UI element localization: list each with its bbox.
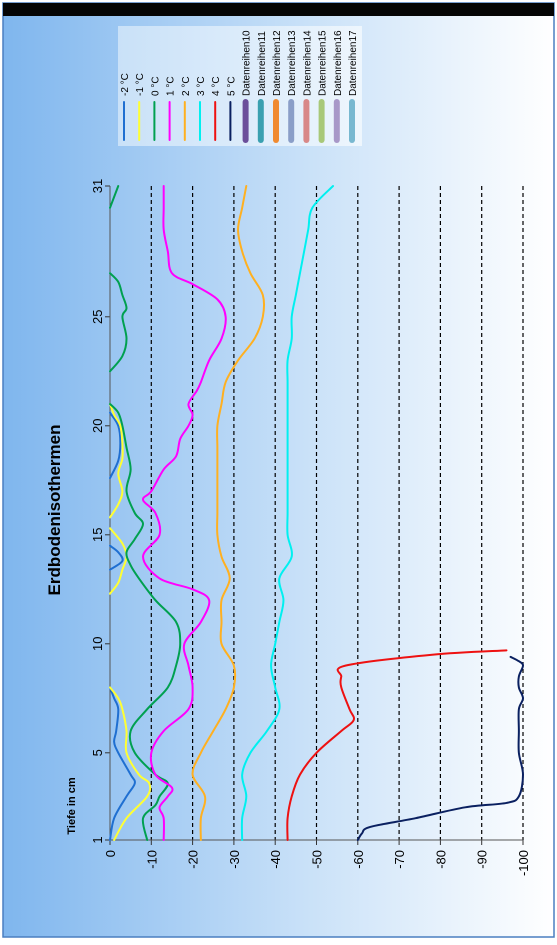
y-tick-label: -30 — [227, 850, 242, 869]
series-line-3-c — [240, 185, 335, 841]
legend-label: 4 °C — [211, 76, 222, 96]
legend-label: -2 °C — [120, 73, 131, 96]
series-line-2-c — [109, 411, 122, 480]
series-line-0-c — [109, 403, 182, 841]
series-line-1-c — [109, 527, 128, 595]
y-tick-label: -90 — [475, 850, 490, 869]
series-line-5-c — [356, 655, 524, 841]
chart-title: Erdbodenisothermen — [45, 425, 64, 596]
y-tick-label: -10 — [144, 850, 159, 869]
x-tick-label: 1 — [90, 836, 105, 843]
y-tick-label: -40 — [268, 850, 283, 869]
legend-label: Datenreihen12 — [272, 30, 283, 96]
x-tick-label: 5 — [90, 749, 105, 756]
legend-label: Datenreihen14 — [302, 30, 313, 96]
y-tick-label: -20 — [186, 850, 201, 869]
series-line-0-c — [109, 185, 120, 209]
legend-label: Datenreihen16 — [333, 30, 344, 96]
y-tick-label: -70 — [392, 850, 407, 869]
x-tick-label: 15 — [90, 528, 105, 542]
series-line-1-c — [109, 686, 152, 841]
series-line-1-c — [109, 403, 124, 519]
y-tick-label: -100 — [516, 850, 531, 876]
y-axis-title: Tiefe in cm — [66, 777, 78, 834]
plot-layer: 0 -10 -20 -30 -40 -50 -60 -70 -80 -90 -10015101520… — [90, 179, 531, 876]
legend-label: Datenreihen15 — [318, 30, 329, 96]
y-tick-label: -50 — [310, 850, 325, 869]
x-tick-label: 10 — [90, 637, 105, 651]
legend-label: 3 °C — [196, 76, 207, 96]
x-tick-label: 25 — [90, 310, 105, 324]
x-tick-label: 31 — [90, 179, 105, 193]
series-line-2-c — [109, 544, 124, 571]
series-line-4-c — [286, 649, 508, 841]
legend-label: Datenreihen11 — [257, 31, 268, 96]
series-line-2-c — [109, 686, 136, 841]
y-tick-label: -80 — [433, 850, 448, 869]
legend-label: Datenreihen10 — [242, 30, 253, 96]
top-border-strip — [3, 3, 554, 16]
legend-label: -1 °C — [135, 73, 146, 96]
legend-label: 5 °C — [226, 76, 237, 96]
series-line-2-c — [191, 185, 266, 841]
series-line-0-c — [109, 272, 128, 373]
y-tick-label: -60 — [351, 850, 366, 869]
legend-label: Datenreihen13 — [287, 30, 298, 96]
x-tick-label: 20 — [90, 419, 105, 433]
legend-label: Datenreihen17 — [348, 30, 359, 96]
legend-label: 0 °C — [150, 76, 161, 96]
legend: -2 °C -1 °C 0 °C 1 °C 2 °C 3 °C 4 °C 5 °C Datenr… — [118, 26, 362, 146]
series-line-1-c — [142, 185, 227, 841]
y-tick-label: 0 — [103, 850, 118, 857]
legend-label: 2 °C — [181, 76, 192, 96]
text-layer: Erdbodenisothermen Tiefe in cm — [45, 425, 78, 835]
legend-label: 1 °C — [166, 76, 177, 96]
